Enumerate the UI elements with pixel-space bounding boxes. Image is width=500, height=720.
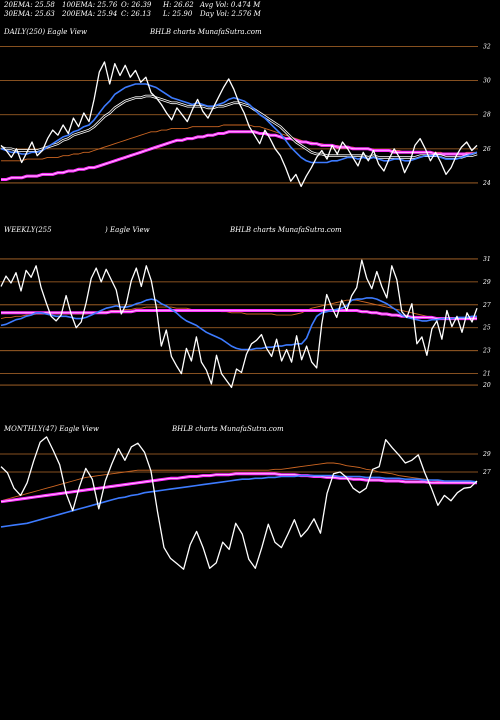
y-tick-label: 28 <box>482 112 491 119</box>
ema200-line <box>0 472 477 504</box>
y-tick-label: 23 <box>482 348 491 355</box>
price-line <box>0 436 478 570</box>
ema100-line <box>1 124 477 162</box>
ema20-line <box>0 474 478 528</box>
y-tick-label: 29 <box>482 279 491 286</box>
ema20-line <box>0 83 478 164</box>
stat-20ema: 20EMA: 25.58 <box>4 1 55 9</box>
weekly-panel-source: BHLB charts MunafaSutra.com <box>230 226 342 234</box>
price-line <box>0 61 478 188</box>
stat-100ema: 100EMA: 25.76 <box>62 1 118 9</box>
ema100-line <box>0 462 477 502</box>
stat-low: L: 25.90 <box>163 10 193 18</box>
y-tick-label: 20 <box>482 382 491 389</box>
y-tick-label: 31 <box>483 256 491 263</box>
daily-panel-source: BHLB charts MunafaSutra.com <box>150 28 262 36</box>
ema30-line <box>0 95 478 158</box>
stat-high: H: 26.62 <box>163 1 194 9</box>
y-tick-label: 32 <box>483 44 491 51</box>
stat-30ema: 30EMA: 25.63 <box>4 10 55 18</box>
ema200-line <box>1 310 477 319</box>
stat-200ema: 200EMA: 25.94 <box>62 10 118 18</box>
y-tick-label: 21 <box>482 371 491 378</box>
y-tick-label: 25 <box>482 325 491 332</box>
ema200-line <box>0 473 477 502</box>
ema20-line <box>0 297 477 351</box>
ema200-line <box>1 131 477 180</box>
y-tick-label: 27 <box>482 469 491 476</box>
stat-day-vol: Day Vol: 2.576 M <box>200 10 261 18</box>
stat-open: O: 26.39 <box>121 1 152 9</box>
monthly-chart: 29 27 <box>0 436 491 570</box>
y-tick-label: 29 <box>482 451 491 458</box>
y-tick-label: 30 <box>483 78 491 85</box>
monthly-panel-source: BHLB charts MunafaSutra.com <box>172 425 284 433</box>
weekly-chart: 31 29 27 25 23 21 20 <box>0 256 491 389</box>
weekly-panel-label-tail: ) Eagle View <box>105 226 150 234</box>
daily-chart: 32 30 28 26 24 <box>0 44 491 188</box>
daily-panel-label: DAILY(250) Eagle View <box>4 28 87 36</box>
y-tick-label: 27 <box>482 302 491 309</box>
ema30-line <box>0 94 478 159</box>
y-tick-label: 24 <box>482 180 491 187</box>
stat-avg-vol: Avg Vol: 0.474 M <box>200 1 261 9</box>
ema200-line <box>1 130 477 181</box>
monthly-panel-label: MONTHLY(47) Eagle View <box>4 425 99 433</box>
y-tick-label: 26 <box>482 146 491 153</box>
weekly-panel-label: WEEKLY(255 <box>4 226 52 234</box>
stat-close: C: 26.13 <box>121 10 151 18</box>
price-line <box>0 259 478 389</box>
